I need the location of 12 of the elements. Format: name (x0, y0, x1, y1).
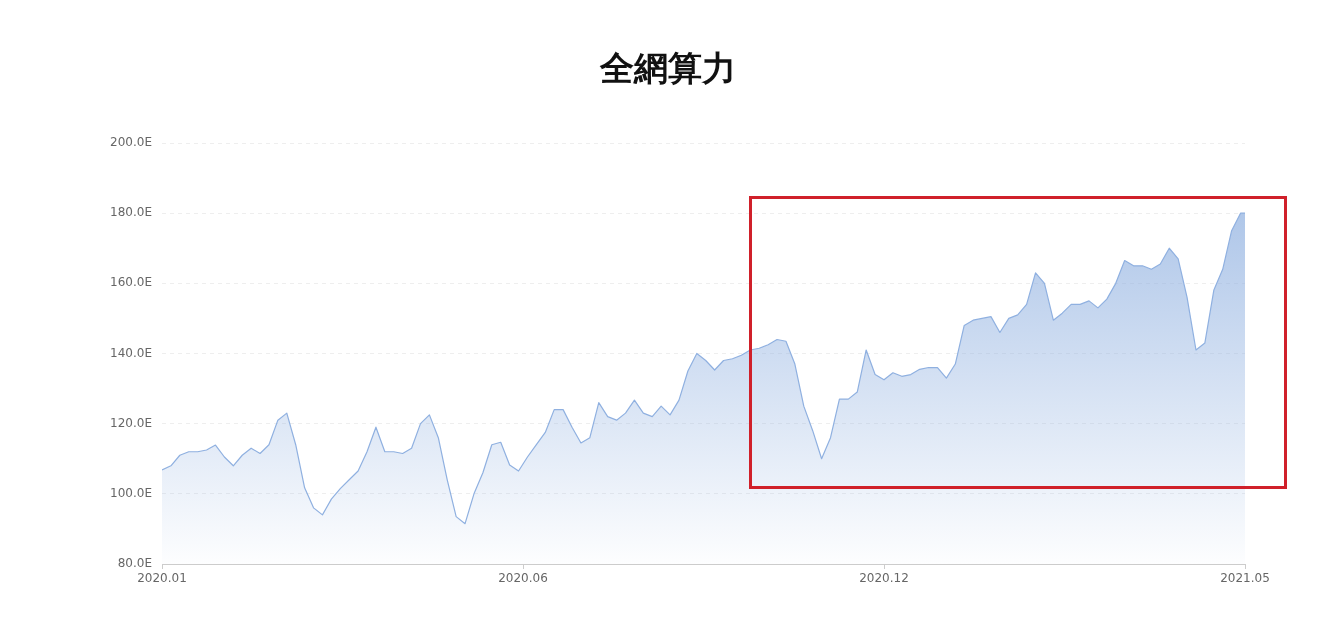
y-tick-label: 140.0E (110, 345, 152, 360)
y-tick-label: 120.0E (110, 415, 152, 430)
x-tick-label: 2020.01 (137, 571, 187, 586)
x-tick-label: 2021.05 (1220, 571, 1270, 586)
y-tick-label: 160.0E (110, 275, 152, 290)
x-tick-label: 2020.06 (498, 571, 548, 586)
y-tick-label: 100.0E (110, 485, 152, 500)
y-tick-label: 200.0E (110, 135, 152, 150)
x-tick-label: 2020.12 (859, 571, 909, 586)
y-tick-label: 180.0E (110, 205, 152, 220)
y-tick-label: 80.0E (117, 556, 152, 571)
chart-title: 全網算力 (598, 47, 737, 90)
